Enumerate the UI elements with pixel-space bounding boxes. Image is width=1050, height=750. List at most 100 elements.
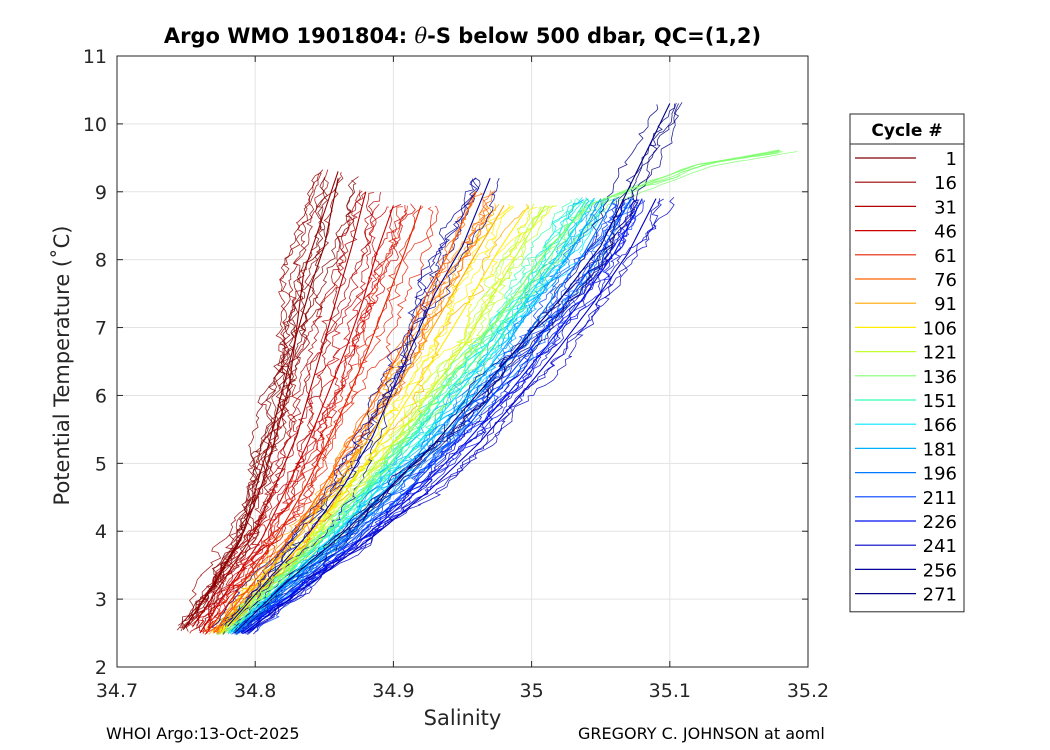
legend-label-cycle-91: 91: [934, 294, 957, 315]
series-line-cycle-1: [182, 178, 339, 631]
series-line-cycle-211: [238, 198, 632, 634]
profile-line-cloud: [176, 102, 798, 636]
legend-label-cycle-196: 196: [923, 464, 957, 485]
x-tick-label: 34.7: [96, 680, 138, 702]
profile-trace: [233, 152, 780, 633]
footer-source-date: WHOI Argo:13-Oct-2025: [106, 724, 300, 743]
y-tick-label: 3: [95, 589, 107, 611]
series-line-cycle-241: [243, 198, 657, 634]
profile-trace: [176, 179, 357, 631]
series-line-cycle-46: [199, 205, 394, 634]
legend-label-cycle-31: 31: [934, 197, 957, 218]
series-line-cycle-256: [227, 177, 491, 627]
series-line-cycle-16: [185, 171, 339, 627]
legend-label-cycle-166: 166: [923, 415, 957, 436]
profile-trace: [224, 197, 590, 632]
footer-author: GREGORY C. JOHNSON at aoml: [578, 724, 825, 743]
legend-label-cycle-181: 181: [923, 439, 957, 460]
profile-trace: [200, 205, 439, 632]
series-line-cycle-226: [241, 198, 643, 634]
title-prefix: Argo WMO 1901804:: [163, 24, 415, 48]
title-theta-symbol: θ: [414, 24, 428, 48]
x-tick-label: 34.8: [234, 680, 276, 702]
legend: Cycle #1 16 31 46 61 76 91 106 121 136 151 166 181 19…: [849, 113, 965, 613]
profile-trace: [205, 203, 416, 635]
profile-trace: [219, 199, 572, 632]
profile-trace: [180, 176, 341, 632]
profile-trace: [212, 203, 510, 634]
profile-trace: [212, 205, 488, 632]
profile-trace: [253, 197, 675, 635]
x-axis-label: Salinity: [424, 706, 502, 730]
series-line-cycle-31: [192, 191, 367, 627]
series-line-cycle-106: [220, 205, 530, 634]
legend-label-cycle-121: 121: [923, 343, 957, 364]
profile-trace: [236, 102, 683, 632]
series-line-cycle-121: [221, 205, 546, 634]
legend-label-cycle-256: 256: [923, 560, 957, 581]
y-axis-label: Potential Temperature (˚C): [50, 226, 74, 506]
legend-label-cycle-16: 16: [934, 173, 957, 194]
series-line-cycle-166: [229, 198, 595, 634]
profile-trace: [225, 178, 481, 629]
y-tick-label: 10: [83, 114, 107, 136]
profile-trace: [202, 206, 404, 635]
chart-title: Argo WMO 1901804: θ-S below 500 dbar, QC…: [0, 24, 925, 48]
profile-trace: [221, 190, 496, 634]
y-tick-label: 7: [95, 318, 107, 340]
profile-trace: [217, 206, 434, 634]
series-line-cycle-136: [224, 150, 781, 634]
series-line-cycle-181: [232, 198, 602, 634]
profile-trace: [195, 189, 362, 626]
x-tick-label: 35: [520, 680, 544, 702]
legend-label-cycle-271: 271: [923, 585, 957, 606]
y-tick-label: 6: [95, 385, 107, 407]
profile-trace: [213, 191, 493, 633]
legend-label-cycle-61: 61: [934, 246, 957, 267]
y-tick-label: 5: [95, 453, 107, 475]
y-tick-label: 11: [83, 46, 107, 68]
series-lines: [182, 103, 781, 634]
x-tick-label: 35.2: [787, 680, 829, 702]
axes: 34.7 34.8 34.9 35 35.1 35.2 2 3 4 5 6 7 8 9 10 11 Salini…: [50, 46, 829, 730]
profile-trace: [222, 205, 549, 632]
profile-trace: [223, 104, 659, 635]
profile-trace: [243, 199, 619, 633]
legend-label-cycle-106: 106: [923, 318, 957, 339]
profile-trace: [196, 190, 363, 628]
series-line-cycle-196: [235, 198, 615, 634]
y-tick-label: 4: [95, 521, 107, 543]
series-line-cycle-151: [227, 198, 588, 634]
legend-label-cycle-76: 76: [934, 270, 957, 291]
legend-label-cycle-46: 46: [934, 222, 957, 243]
legend-label-cycle-151: 151: [923, 391, 957, 412]
legend-title: Cycle #: [871, 121, 942, 141]
profile-trace: [207, 191, 382, 628]
legend-label-cycle-1: 1: [946, 149, 957, 170]
legend-label-cycle-136: 136: [923, 367, 957, 388]
profile-trace: [233, 177, 500, 628]
profile-trace: [198, 206, 389, 633]
legend-box: [849, 113, 965, 613]
series-line-cycle-271: [234, 103, 671, 634]
x-tick-label: 34.9: [372, 680, 414, 702]
profile-trace: [194, 176, 359, 630]
legend-label-cycle-226: 226: [923, 512, 957, 533]
y-tick-label: 2: [95, 657, 107, 679]
y-tick-label: 8: [95, 250, 107, 272]
profile-trace: [216, 190, 491, 635]
profile-trace: [221, 149, 780, 636]
series-line-cycle-76: [213, 191, 477, 634]
title-suffix: -S below 500 dbar, QC=(1,2): [427, 24, 762, 48]
profile-trace: [219, 206, 543, 635]
series-line-cycle-61: [206, 205, 422, 634]
x-tick-label: 35.1: [649, 680, 691, 702]
plot-frame: [116, 55, 809, 668]
profile-trace: [220, 178, 480, 627]
legend-label-cycle-211: 211: [923, 488, 957, 509]
profile-trace: [219, 205, 554, 633]
profile-trace: [189, 203, 380, 634]
y-tick-label: 9: [95, 182, 107, 204]
profile-trace: [179, 176, 328, 629]
